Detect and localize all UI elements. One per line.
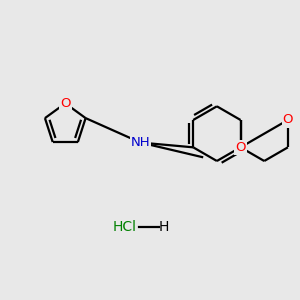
Text: O: O [60, 97, 70, 110]
Text: O: O [235, 141, 246, 154]
Text: H: H [158, 220, 169, 234]
Text: O: O [283, 113, 293, 127]
Text: HCl: HCl [113, 220, 137, 234]
Text: NH: NH [131, 136, 150, 149]
